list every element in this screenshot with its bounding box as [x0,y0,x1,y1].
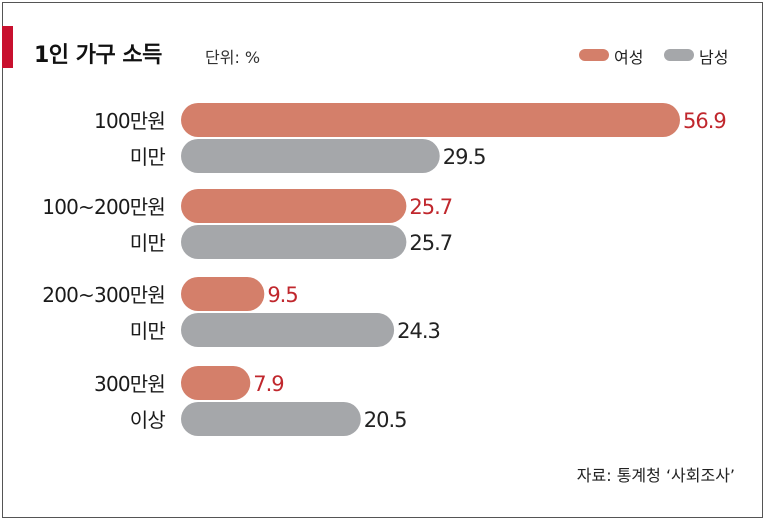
value-label-female-2: 9.5 [267,283,297,307]
title-accent-bar [2,26,13,68]
bar-female-0 [181,103,680,137]
chart-title: 1인 가구 소득 [34,43,162,68]
category-label-3-line-1: 이상 [130,408,166,432]
bar-male-3 [181,402,361,436]
legend-label-female: 여성 [614,48,644,67]
value-label-male-2: 24.3 [397,319,440,343]
category-label-3-line-0: 300만원 [94,372,165,396]
value-label-male-0: 29.5 [443,145,486,169]
bar-male-1 [181,225,407,259]
category-label-2-line-0: 200~300만원 [42,283,165,307]
category-label-2-line-1: 미만 [130,319,166,343]
source-note: 자료: 통계청 ‘사회조사’ [576,466,735,485]
value-label-female-0: 56.9 [683,109,726,133]
bar-female-1 [181,189,407,223]
category-label-0-line-0: 100만원 [94,109,165,133]
category-label-0-line-1: 미만 [130,145,166,169]
legend-swatch-female [579,49,609,61]
bar-female-2 [181,277,265,311]
unit-label: 단위: % [205,48,261,67]
bar-male-0 [181,139,440,173]
value-label-female-1: 25.7 [409,195,452,219]
bar-female-3 [181,366,251,400]
legend-swatch-male [664,49,694,61]
value-label-male-1: 25.7 [409,231,452,255]
bar-male-2 [181,313,395,347]
category-label-1-line-0: 100~200만원 [42,195,165,219]
value-label-female-3: 7.9 [253,372,283,396]
legend-label-male: 남성 [699,48,729,67]
category-label-1-line-1: 미만 [130,231,166,255]
value-label-male-3: 20.5 [364,408,407,432]
